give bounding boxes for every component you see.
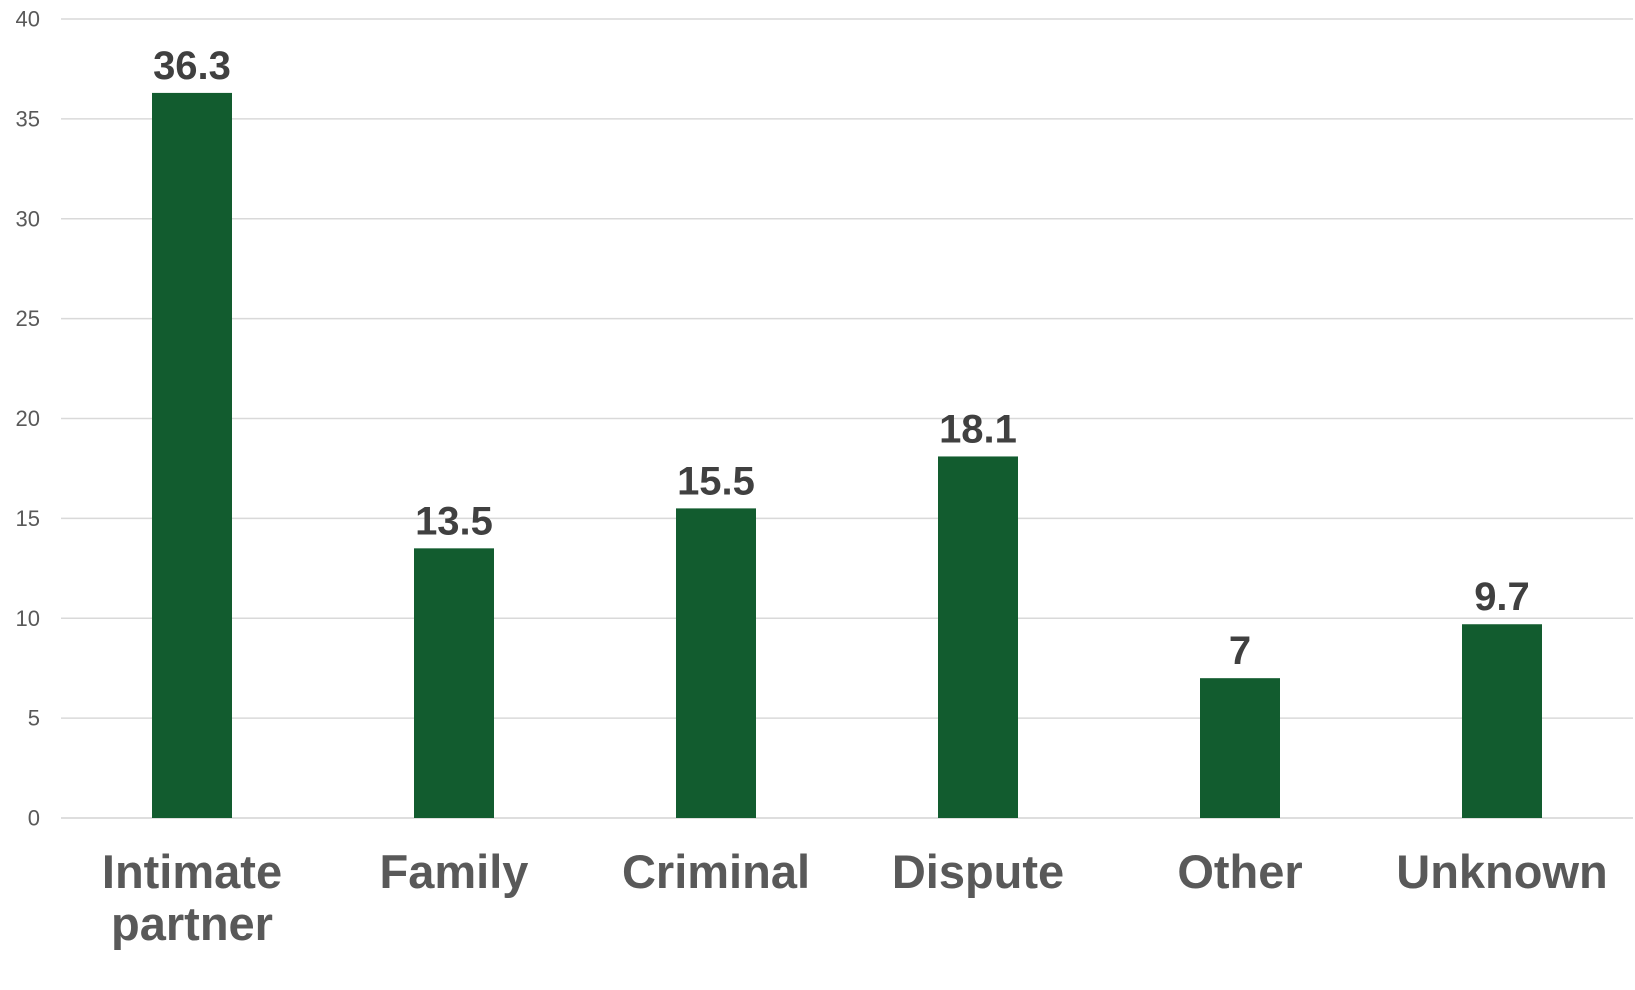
x-tick-label: Unknown [1396, 845, 1607, 898]
x-tick-label: Criminal [622, 845, 810, 898]
y-tick-label: 5 [28, 706, 40, 731]
y-tick-label: 10 [16, 606, 40, 631]
x-tick-label: Other [1177, 845, 1302, 898]
x-tick-label-line: Intimate [102, 845, 282, 898]
x-tick-label: Dispute [892, 845, 1064, 898]
y-tick-label: 0 [28, 806, 40, 831]
y-axis-ticks: 0 5 10 15 20 25 30 35 40 [16, 7, 40, 831]
bar [152, 92, 232, 819]
bar [1462, 624, 1542, 818]
bar [938, 456, 1018, 818]
data-label: 7 [1229, 629, 1251, 673]
y-tick-label: 25 [16, 306, 40, 331]
bar [1200, 678, 1280, 818]
data-label: 13.5 [415, 499, 493, 543]
x-tick-label-line: partner [111, 897, 273, 950]
x-tick-label: Intimate partner [102, 845, 282, 950]
data-label: 15.5 [677, 459, 755, 503]
x-tick-label: Family [380, 845, 529, 898]
y-tick-label: 35 [16, 106, 40, 131]
data-label: 36.3 [153, 44, 231, 88]
data-labels: 36.3 13.5 15.5 18.1 7 9.7 [153, 44, 1530, 673]
x-axis-ticks: Intimate partner Family Criminal Dispute Othe… [102, 845, 1608, 950]
data-label: 18.1 [939, 407, 1017, 451]
y-tick-label: 40 [16, 7, 40, 32]
bar [414, 548, 494, 818]
y-tick-label: 15 [16, 506, 40, 531]
y-tick-label: 30 [16, 206, 40, 231]
bar [676, 508, 756, 818]
bars [152, 92, 1542, 819]
data-label: 9.7 [1474, 575, 1530, 619]
gridlines [61, 18, 1633, 819]
y-tick-label: 20 [16, 406, 40, 431]
